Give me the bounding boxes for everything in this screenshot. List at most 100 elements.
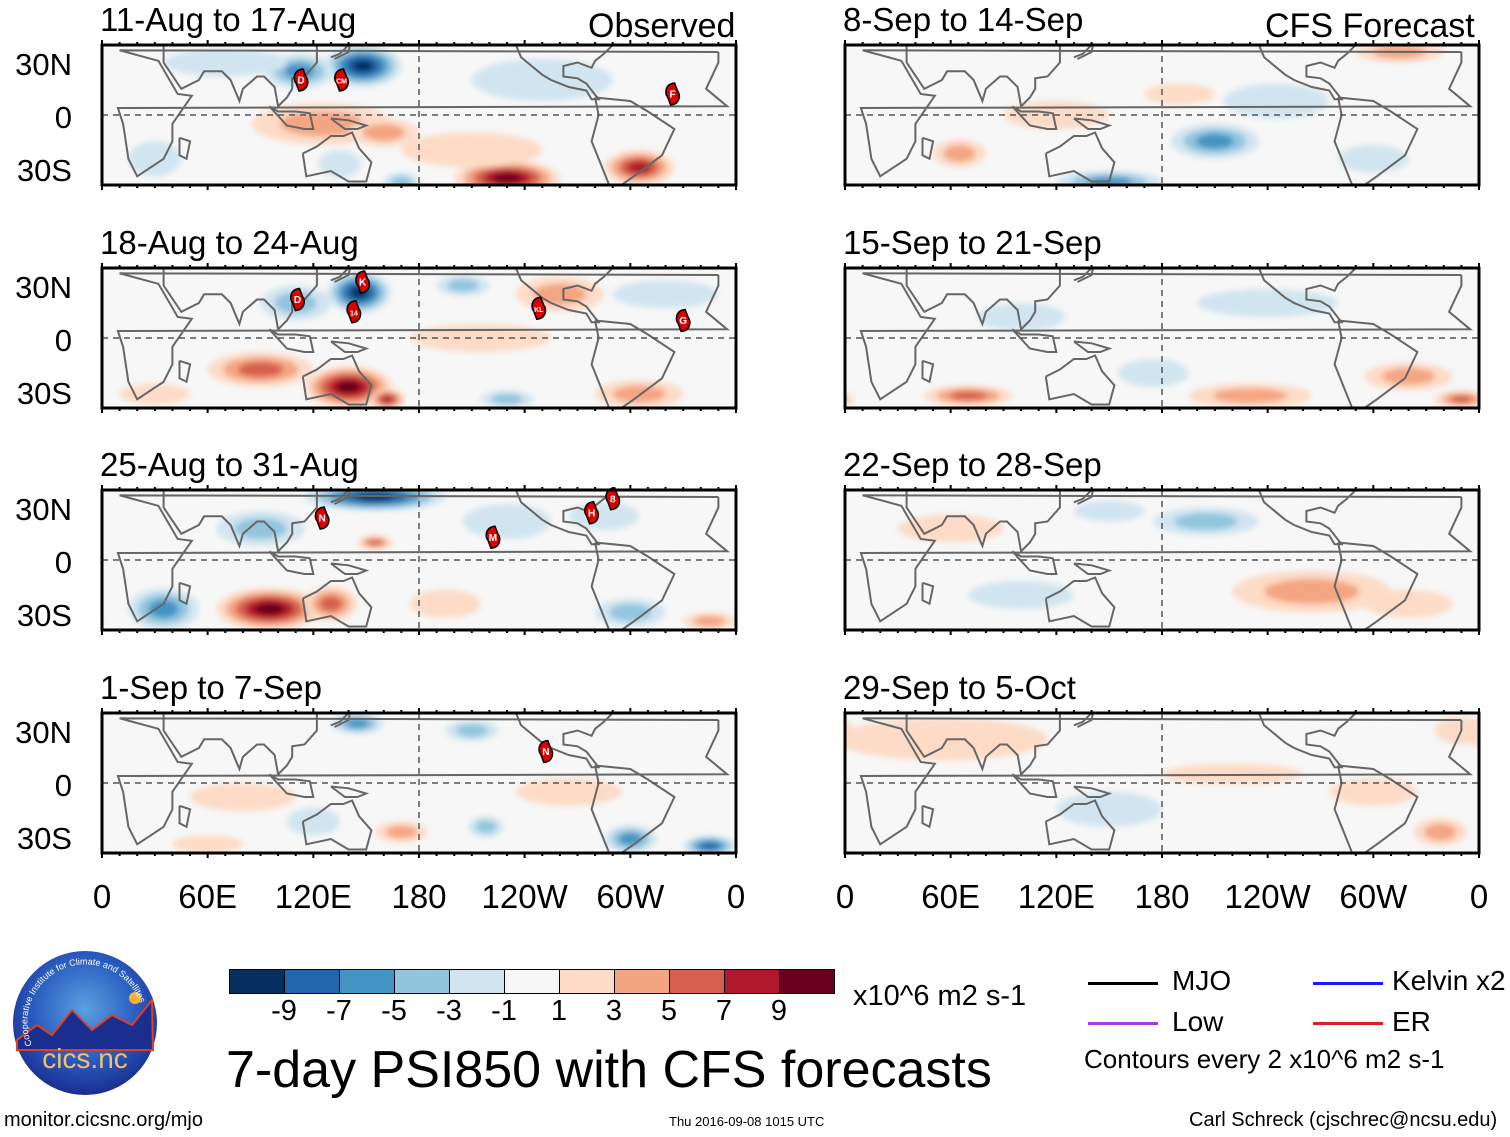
colorbar-swatch [780,970,834,993]
lat-label: 30N [15,270,72,305]
anomaly-contour [790,824,822,841]
storm-marker: N [314,506,330,530]
footer-timestamp: Thu 2016-09-08 1015 UTC [669,1114,825,1129]
lat-label: 30S [16,821,72,856]
colorbar-tick-label: -7 [326,995,352,1027]
anomaly-contour [491,394,523,405]
logo-name: cics.nc [42,1043,128,1074]
anomaly-contour [1197,289,1339,317]
storm-label: 8 [610,494,616,505]
storm-label: K [359,278,367,289]
lon-label: 180 [391,878,447,915]
coastline [590,764,676,853]
coastline [1044,799,1116,851]
coastline [859,717,1473,846]
colorbar-swatch [450,970,505,993]
colorbar-tick-label: 7 [715,995,733,1027]
anomaly-contour [163,48,287,77]
map-panel [843,485,1481,635]
anomaly-contour [1382,368,1435,385]
anomaly-contour [234,518,287,539]
coastline [1333,319,1419,408]
storm-marker: D [293,68,309,92]
map-panel [843,263,1481,413]
anomaly-contour [943,145,976,162]
map-panel: D K 14 KL G [100,263,738,413]
lon-label: 120E [1017,878,1095,915]
panel-title: 11-Aug to 17-Aug [100,1,357,38]
anomaly-contour [762,141,815,176]
colorbar-tick-label: -9 [271,995,297,1027]
contours-note: Contours every 2 x10^6 m2 s-1 [1084,1044,1445,1074]
panel-title: 8-Sep to 14-Sep [843,1,1084,38]
storm-marker: D [289,287,305,312]
anomaly-contour [362,124,405,141]
anomaly-contour [475,820,497,834]
lon-label: 0 [726,878,746,915]
storm-label: F [670,90,676,101]
coastline [905,713,1061,777]
coastline [1073,490,1094,505]
coastline [178,359,192,384]
coastline [330,785,370,798]
anomaly-contour [568,502,640,531]
anomaly-contour [845,397,847,402]
lat-label: 30S [16,598,72,633]
coastline [301,354,373,406]
anomaly-contour [772,594,822,624]
panel-title: 29-Sep to 5-Oct [843,669,1076,706]
storm-label: M [489,533,497,544]
lat-label: 0 [54,545,72,580]
anomaly-contour [748,368,801,385]
coastline [301,131,373,183]
legend-line-low [1088,1022,1158,1025]
legend-label-low: Low [1172,1006,1224,1037]
anomaly-contour [1174,513,1238,530]
anomaly-contour [1329,777,1418,806]
coastline [590,541,676,630]
anomaly-contour [816,396,839,404]
coastline [116,272,730,401]
storm-marker: CM [334,68,349,92]
coastline [514,268,614,324]
map-panel: D CM F [100,40,738,190]
anomaly-contour [318,150,361,178]
coastline [116,717,730,846]
anomaly-contour [754,384,824,405]
coastline [330,117,370,130]
storm-label: N [319,514,326,525]
storm-label: G [679,316,687,327]
colorbar [229,969,835,994]
anomaly-contour [390,176,412,185]
anomaly-contour [286,807,340,836]
anomaly-contour [968,581,1074,609]
footer-url[interactable]: monitor.cicsnc.org/mjo [4,1109,203,1131]
legend-line-kelvin [1313,982,1383,985]
anomaly-contour [739,46,792,59]
lat-label: 30S [16,376,72,411]
coastline [162,490,318,554]
lon-label: 120E [274,878,352,915]
footer-author: Carl Schreck (cjschrec@ncsu.edu) [1189,1109,1498,1131]
coastline [1073,45,1094,60]
coastline [1073,340,1113,353]
anomaly-contour [352,60,374,72]
storm-label: D [297,76,304,87]
lon-label: 0 [92,878,112,915]
lon-label: 60E [178,878,238,915]
lat-label: 30S [16,153,72,188]
colorbar-tick-label: -5 [381,995,407,1027]
anomaly-contour [1117,359,1189,387]
anomaly-contour [619,833,642,845]
coastline [905,268,1061,332]
coastline [178,804,192,829]
coastline [921,359,935,384]
coastline [1333,764,1419,853]
panel-title: 18-Aug to 24-Aug [100,224,359,261]
colorbar-tick-label: 9 [770,995,788,1027]
anomaly-contour [0,162,17,174]
coastline [330,268,351,283]
coastline [1257,45,1357,101]
colorbar-tick-label: -3 [436,995,462,1027]
coastline [590,96,676,185]
